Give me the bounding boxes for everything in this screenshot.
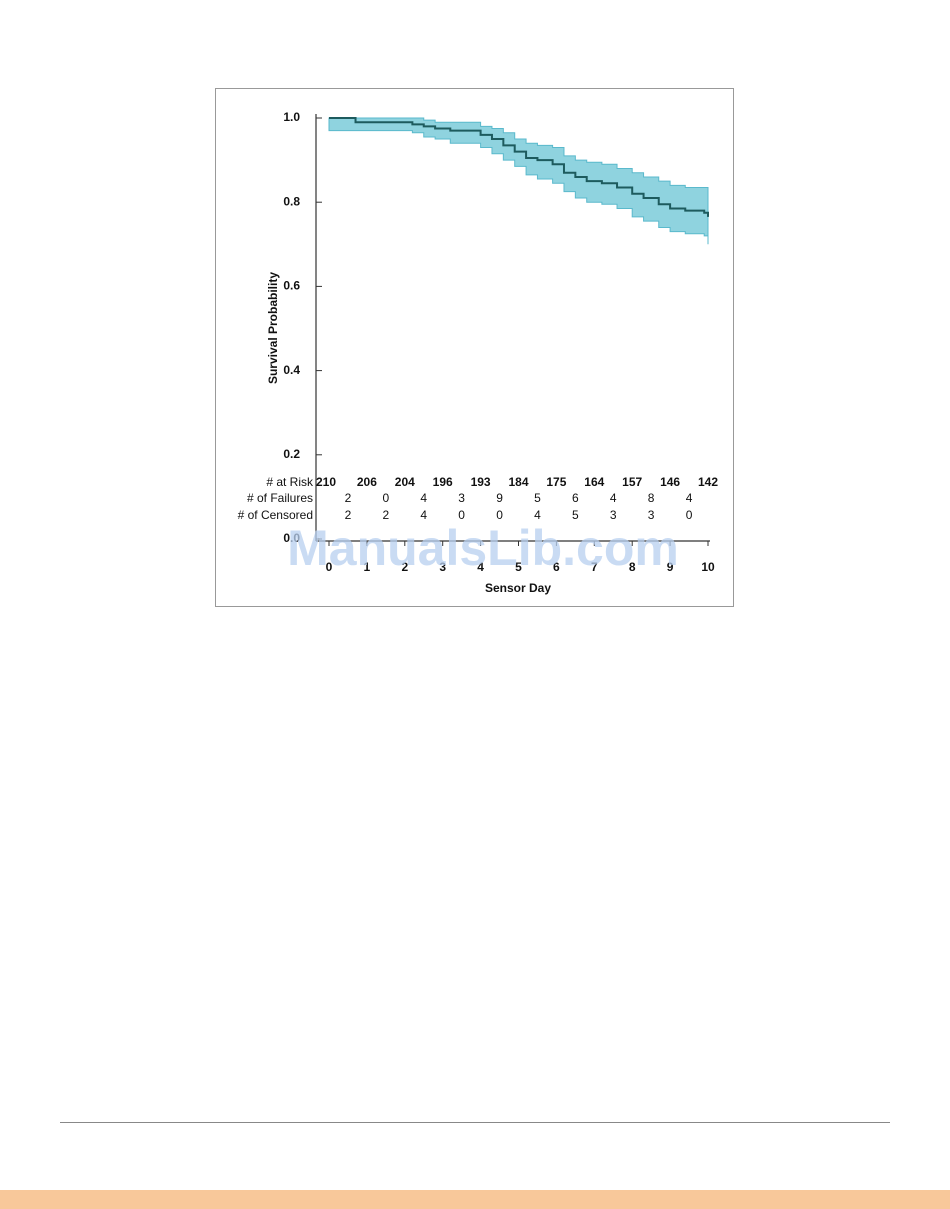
risk-value: 210 <box>316 475 336 489</box>
y-tick-label: 1.0 <box>283 110 300 124</box>
risk-value: 196 <box>433 475 453 489</box>
y-axis-label: Survival Probability <box>266 272 280 384</box>
x-tick-label: 2 <box>401 560 408 574</box>
risk-value: 4 <box>420 491 427 505</box>
risk-value: 157 <box>622 475 642 489</box>
risk-value: 3 <box>610 508 617 522</box>
risk-value: 142 <box>698 475 718 489</box>
y-tick-label: 0.8 <box>283 194 300 208</box>
footer-band <box>0 1190 950 1209</box>
x-axis-label: Sensor Day <box>485 581 551 595</box>
confidence-band <box>328 117 709 245</box>
x-tick-label: 10 <box>701 560 715 574</box>
x-tick-label: 9 <box>667 560 674 574</box>
risk-value: 164 <box>584 475 604 489</box>
risk-value: 184 <box>508 475 528 489</box>
risk-value: 2 <box>345 491 352 505</box>
risk-value: 5 <box>534 491 541 505</box>
y-tick-label: 0.4 <box>283 363 300 377</box>
risk-value: 0 <box>496 508 503 522</box>
risk-value: 193 <box>471 475 491 489</box>
figure-frame <box>215 88 734 607</box>
chart: Survival Probability Sensor Day 0.0 0.2 0.… <box>238 110 719 595</box>
risk-value: 0 <box>458 508 465 522</box>
x-tick-label: 0 <box>326 560 333 574</box>
x-tick-label: 8 <box>629 560 636 574</box>
x-tick-label: 1 <box>364 560 371 574</box>
risk-value: 8 <box>648 491 655 505</box>
risk-value: 9 <box>496 491 503 505</box>
x-tick-label: 4 <box>477 560 484 574</box>
risk-value: 3 <box>458 491 465 505</box>
x-tick-label: 5 <box>515 560 522 574</box>
watermark: ManualsLib.com <box>287 520 679 576</box>
risk-row-label: # of Failures <box>247 491 313 505</box>
survival-line <box>329 117 709 217</box>
x-tick-label: 6 <box>553 560 560 574</box>
risk-value: 206 <box>357 475 377 489</box>
risk-value: 204 <box>395 475 415 489</box>
risk-row-label: # of Censored <box>238 508 313 522</box>
footer-rule <box>60 1122 890 1123</box>
risk-value: 2 <box>383 508 390 522</box>
y-tick-label: 0.2 <box>283 447 300 461</box>
risk-value: 0 <box>686 508 693 522</box>
risk-value: 4 <box>610 491 617 505</box>
y-tick-label: 0.0 <box>283 531 300 545</box>
risk-value: 6 <box>572 491 579 505</box>
risk-value: 0 <box>383 491 390 505</box>
risk-value: 3 <box>648 508 655 522</box>
risk-value: 4 <box>686 491 693 505</box>
y-tick-label: 0.6 <box>283 279 300 293</box>
risk-value: 146 <box>660 475 680 489</box>
risk-value: 5 <box>572 508 579 522</box>
risk-row-label: # at Risk <box>266 475 314 489</box>
risk-value: 175 <box>546 475 566 489</box>
risk-value: 2 <box>345 508 352 522</box>
x-tick-label: 7 <box>591 560 598 574</box>
x-tick-label: 3 <box>439 560 446 574</box>
risk-value: 4 <box>534 508 541 522</box>
risk-value: 4 <box>420 508 427 522</box>
